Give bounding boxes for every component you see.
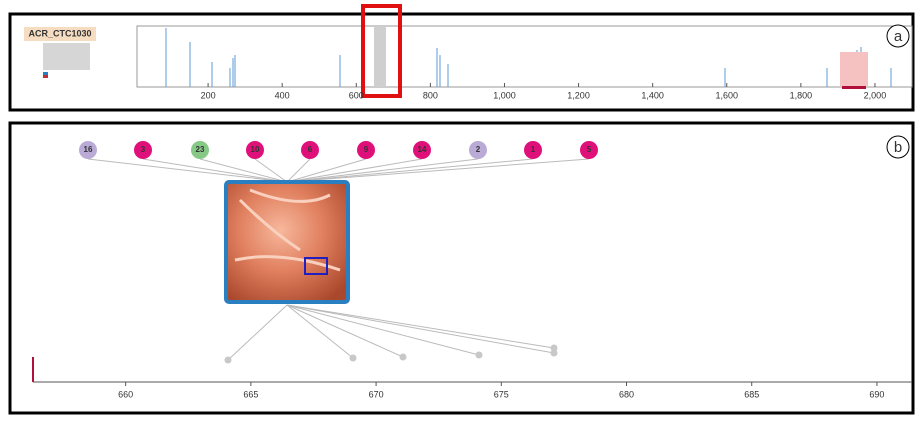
tick-label: 685 <box>744 389 759 399</box>
tag-label: 3 <box>141 145 146 154</box>
tick-label: 2,000 <box>864 90 887 100</box>
tag-label: 10 <box>251 145 260 154</box>
tick-label: 1,800 <box>790 90 813 100</box>
event-dot <box>350 355 357 362</box>
selection <box>374 27 386 87</box>
panel-letter-text: b <box>894 139 902 156</box>
tick-label: 680 <box>619 389 634 399</box>
event-dot <box>400 354 407 361</box>
panel-letter-text: a <box>894 28 903 45</box>
tick-label: 675 <box>494 389 509 399</box>
tag-label: 2 <box>476 145 481 154</box>
event-dot <box>476 352 483 359</box>
case-id: ACR_CTC1030 <box>28 28 91 38</box>
tick-label: 800 <box>423 90 438 100</box>
tag-label: 14 <box>418 145 427 154</box>
tick-label: 670 <box>369 389 384 399</box>
screenshot: ACR_CTC1030 a b 200 400 600 800 1,000 1,200 1,… <box>0 0 917 417</box>
tag-label: 23 <box>196 145 205 154</box>
tag-label: 5 <box>587 145 592 154</box>
tick-label: 200 <box>201 90 216 100</box>
tag-label: 6 <box>308 145 313 154</box>
region-bar <box>842 86 866 89</box>
tick-label: 660 <box>118 389 133 399</box>
highlight-region <box>840 52 868 87</box>
tick-label: 665 <box>243 389 258 399</box>
panel-b <box>10 123 913 413</box>
thumb <box>43 43 90 70</box>
event-dot <box>551 345 558 352</box>
tick-label: 690 <box>869 389 884 399</box>
tick-label: 1,400 <box>641 90 664 100</box>
tick-label: 1,000 <box>493 90 516 100</box>
tag-label: 1 <box>531 145 536 154</box>
tag-label: 9 <box>364 145 369 154</box>
tick-label: 600 <box>349 90 364 100</box>
tick-label: 400 <box>275 90 290 100</box>
marker <box>43 72 48 75</box>
tick-label: 1,200 <box>567 90 590 100</box>
overview-plot <box>137 26 912 87</box>
event-dot <box>225 357 232 364</box>
marker <box>43 75 48 78</box>
tick-label: 1,600 <box>715 90 738 100</box>
tag-label: 16 <box>84 145 93 154</box>
